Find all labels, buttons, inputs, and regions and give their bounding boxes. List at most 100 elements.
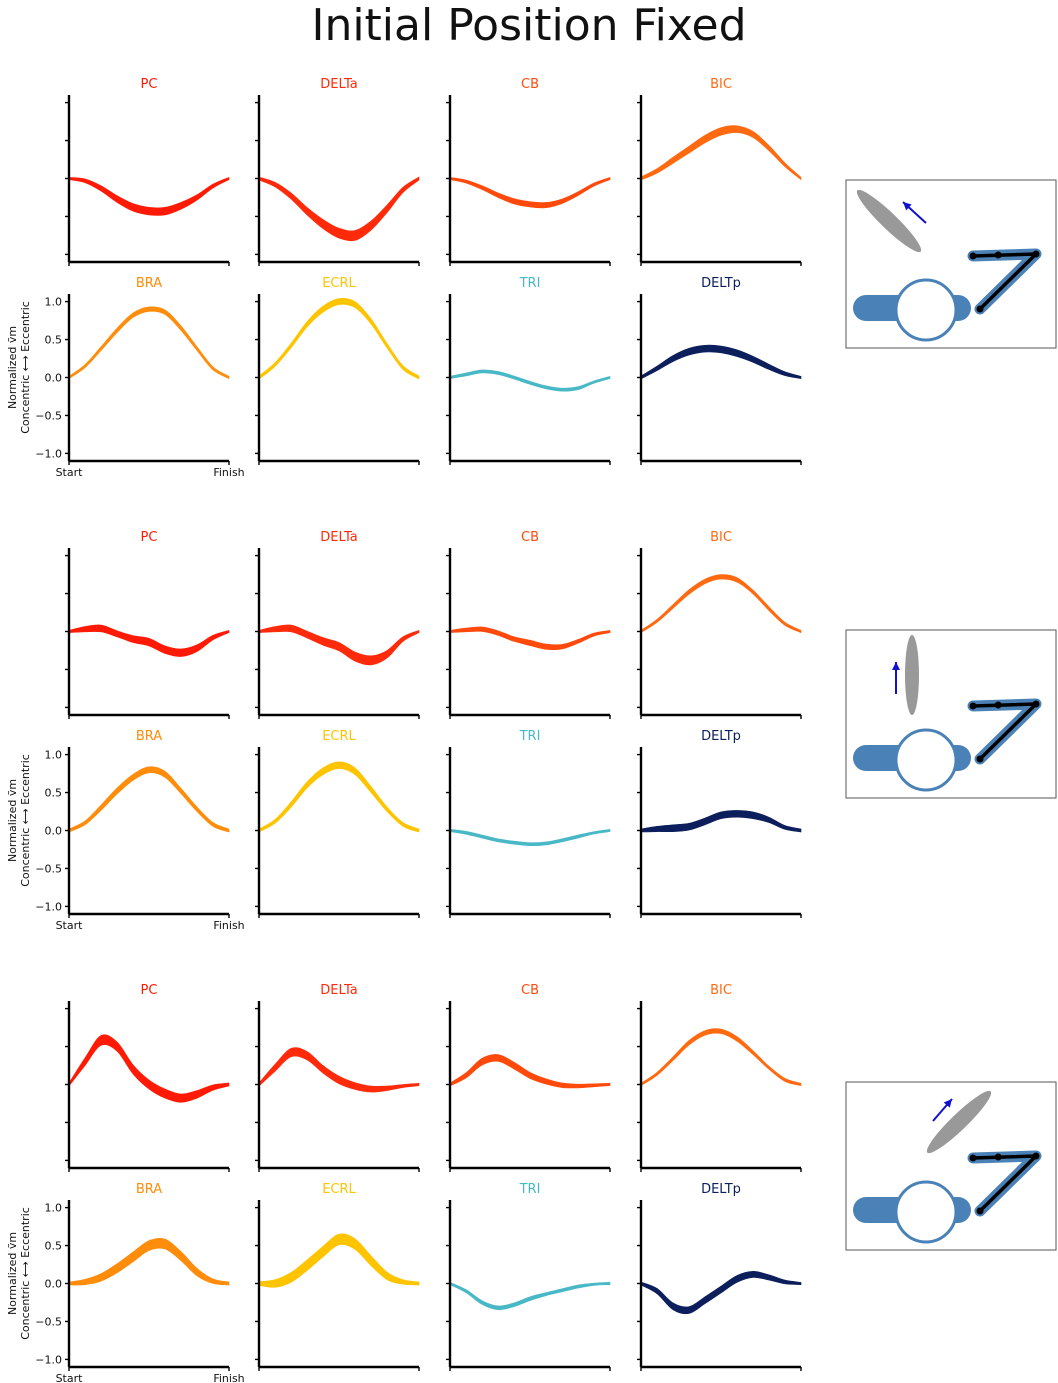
subplot-cb: CB <box>446 77 611 266</box>
y-tick-label: −0.5 <box>35 1315 62 1328</box>
subplot-pc: PC <box>65 77 230 266</box>
velocity-band-bra <box>68 1237 230 1286</box>
velocity-band-tri <box>449 369 611 392</box>
y-tick-label: −1.0 <box>35 447 62 460</box>
y-axis-label: Normalized ṽmConcentric ⟷ Eccentric <box>6 301 32 434</box>
x-tick-label-finish: Finish <box>213 1372 244 1383</box>
subplot-title: BRA <box>136 1182 162 1197</box>
subplot-title: DELTa <box>320 530 357 545</box>
subplot-title: ECRL <box>322 276 356 291</box>
velocity-band-ecrl <box>258 761 420 833</box>
subplot-title: CB <box>521 983 539 998</box>
hand-ellipse <box>856 189 922 253</box>
y-tick-label: −0.5 <box>35 409 62 422</box>
joint-marker <box>969 702 977 710</box>
subplot-bra: BRA 1.0 0.5 0.0 −0.5 −1.0 Start Finish Normalize… <box>6 276 245 479</box>
arm-inset-1 <box>845 179 1057 349</box>
joint-marker <box>976 1207 984 1215</box>
velocity-band-ecrl <box>258 297 420 380</box>
subplot-title: BRA <box>136 729 162 744</box>
y-tick-label: −1.0 <box>35 900 62 913</box>
joint-marker <box>994 701 1002 709</box>
subplot-deltp: DELTp <box>637 729 802 918</box>
subplot-title: DELTa <box>320 983 357 998</box>
y-axis-label-line1: Normalized ṽm <box>6 1232 19 1315</box>
x-tick-label-start: Start <box>56 919 84 932</box>
subplot-delta: DELTa <box>255 77 420 266</box>
velocity-band-deltp <box>640 344 802 380</box>
subplot-title: DELTp <box>701 276 741 291</box>
y-tick-label: −0.5 <box>35 862 62 875</box>
y-tick-label: 0.5 <box>45 334 63 347</box>
subplot-title: PC <box>141 77 158 92</box>
y-tick-label: 1.0 <box>45 1202 63 1215</box>
hand-ellipse <box>926 1090 992 1154</box>
subplot-title: PC <box>141 530 158 545</box>
velocity-band-bic <box>640 574 802 634</box>
velocity-band-pc <box>68 1034 230 1103</box>
velocity-band-deltp <box>640 810 802 833</box>
subplot-title: PC <box>141 983 158 998</box>
subplot-title: DELTa <box>320 77 357 92</box>
subplot-pc: PC <box>65 530 230 719</box>
joint-marker <box>976 755 984 763</box>
subplot-title: DELTp <box>701 1182 741 1197</box>
y-tick-label: 1.0 <box>45 296 63 309</box>
subplot-cb: CB <box>446 983 611 1172</box>
subplot-ecrl: ECRL <box>255 729 420 918</box>
subplot-title: BRA <box>136 276 162 291</box>
y-axis-label-line1: Normalized ṽm <box>6 779 19 862</box>
velocity-band-cb <box>449 626 611 651</box>
hand-ellipse <box>905 635 919 715</box>
subplot-delta: DELTa <box>255 530 420 719</box>
joint-marker <box>1032 1152 1040 1160</box>
subplot-title: BIC <box>710 530 732 545</box>
subplot-delta: DELTa <box>255 983 420 1172</box>
subplot-pc: PC <box>65 983 230 1172</box>
joint-marker <box>994 1153 1002 1161</box>
subplot-bic: BIC <box>637 983 802 1172</box>
x-tick-label-start: Start <box>56 466 84 479</box>
subplot-title: ECRL <box>322 729 356 744</box>
y-axis-label: Normalized ṽmConcentric ⟷ Eccentric <box>6 754 32 887</box>
block-1: PC DELTa CB BIC BRA 1.0 0.5 0.0 −0.5 −1.0 Start Fin… <box>6 77 802 479</box>
subplot-bic: BIC <box>637 77 802 266</box>
subplot-title: TRI <box>519 1182 541 1197</box>
joint-marker <box>969 1154 977 1162</box>
joint-marker <box>1032 700 1040 708</box>
subplot-cb: CB <box>446 530 611 719</box>
subplot-bra: BRA 1.0 0.5 0.0 −0.5 −1.0 Start Finish Normalize… <box>6 729 245 932</box>
joint-marker <box>969 252 977 260</box>
arrow-head-icon <box>943 1099 952 1108</box>
block-3: PC DELTa CB BIC BRA 1.0 0.5 0.0 −0.5 −1.0 Start Fin… <box>6 983 802 1383</box>
velocity-band-bra <box>68 766 230 833</box>
figure-title: Initial Position Fixed <box>311 0 747 51</box>
subplot-title: DELTp <box>701 729 741 744</box>
arm-inset-3 <box>845 1081 1057 1251</box>
velocity-band-bic <box>640 1028 802 1087</box>
subplot-title: TRI <box>519 276 541 291</box>
arrow-head-icon <box>892 662 900 670</box>
subplot-deltp: DELTp <box>637 1182 802 1371</box>
y-axis-label-line2: Concentric ⟷ Eccentric <box>19 754 32 887</box>
y-tick-label: 0.0 <box>45 825 63 838</box>
velocity-band-cb <box>449 1054 611 1089</box>
head-circle <box>894 278 958 342</box>
subplot-title: ECRL <box>322 1182 356 1197</box>
y-tick-label: 1.0 <box>45 749 63 762</box>
velocity-band-delta <box>258 176 420 242</box>
joint-marker <box>1032 250 1040 258</box>
y-tick-label: 0.0 <box>45 372 63 385</box>
subplot-tri: TRI <box>446 1182 611 1371</box>
velocity-band-pc <box>68 624 230 657</box>
joint-marker <box>994 251 1002 259</box>
subplot-ecrl: ECRL <box>255 276 420 465</box>
velocity-band-delta <box>258 1047 420 1093</box>
subplot-title: CB <box>521 530 539 545</box>
y-tick-label: 0.0 <box>45 1278 63 1291</box>
y-tick-label: −1.0 <box>35 1353 62 1366</box>
y-tick-label: 0.5 <box>45 1240 63 1253</box>
y-axis-label-line2: Concentric ⟷ Eccentric <box>19 301 32 434</box>
subplot-title: CB <box>521 77 539 92</box>
